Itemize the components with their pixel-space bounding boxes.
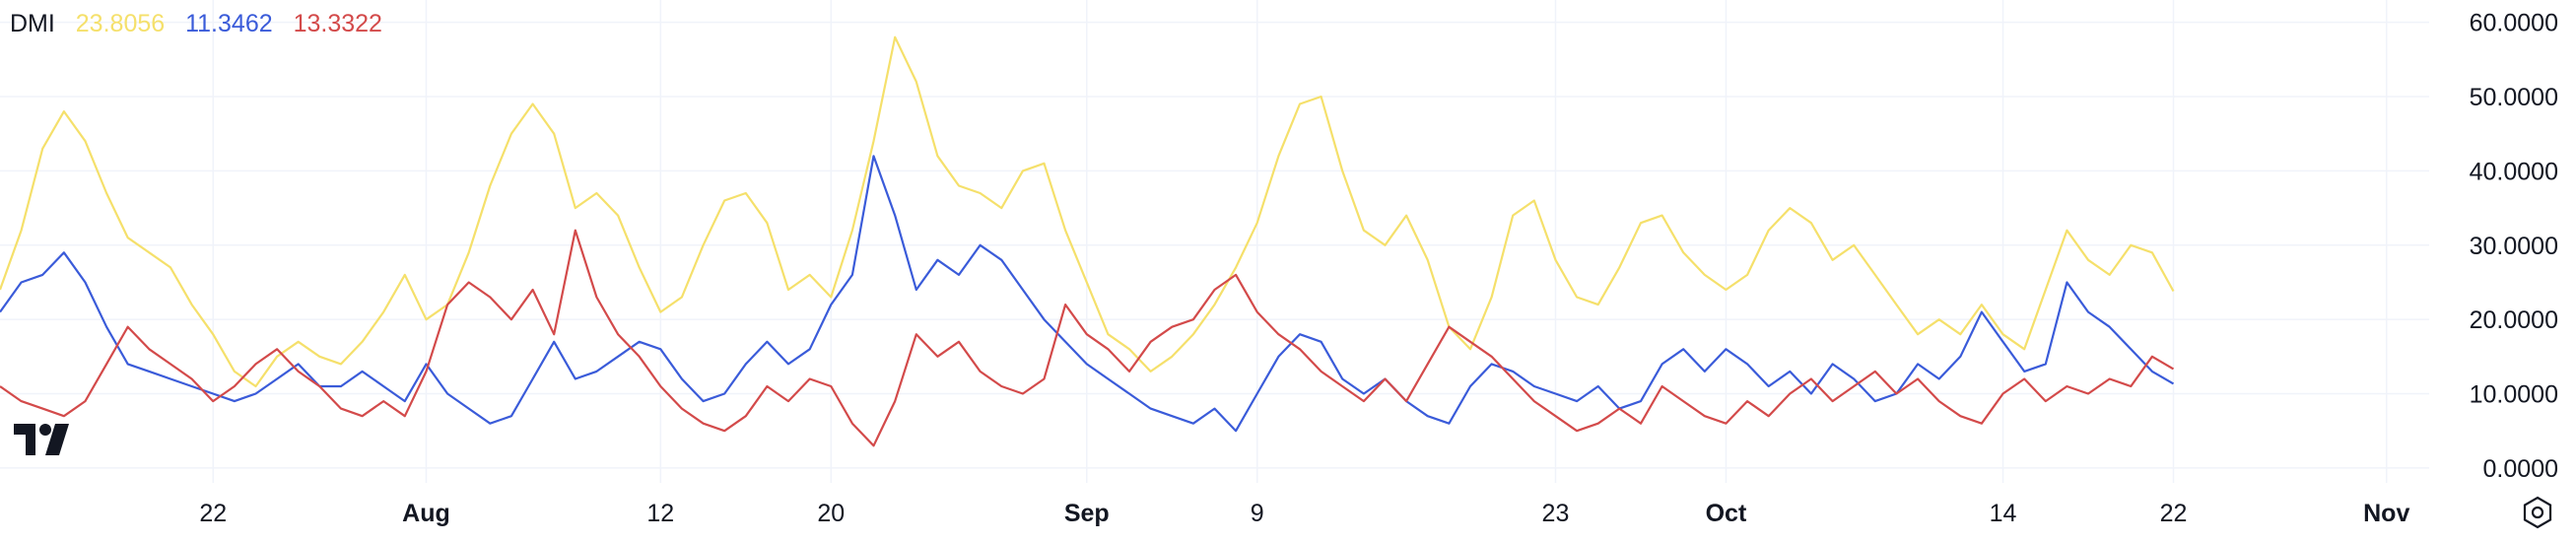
x-tick-label: Sep [1064, 500, 1110, 527]
series-line-0 [0, 35, 2175, 388]
legend-value-blue: 11.3462 [185, 10, 273, 37]
x-tick-label: 22 [199, 500, 227, 527]
tradingview-logo-icon [14, 424, 69, 455]
series-line-2 [0, 229, 2175, 447]
y-tick-label: 60.0000 [2470, 10, 2558, 37]
tradingview-logo[interactable] [14, 424, 77, 462]
x-tick-label: Oct [1706, 500, 1747, 527]
y-tick-label: 0.0000 [2483, 455, 2558, 483]
series-line-1 [0, 155, 2175, 433]
x-tick-label: 9 [1251, 500, 1264, 527]
y-tick-label: 40.0000 [2470, 158, 2558, 185]
x-tick-label: 23 [1542, 500, 1570, 527]
x-tick-label: Nov [2363, 500, 2409, 527]
gear-icon [2523, 496, 2552, 529]
x-tick-label: 22 [2160, 500, 2188, 527]
y-tick-label: 20.0000 [2470, 306, 2558, 334]
y-tick-label: 50.0000 [2470, 84, 2558, 111]
y-tick-label: 10.0000 [2470, 381, 2558, 409]
legend-value-yellow: 23.8056 [75, 10, 166, 37]
x-tick-label: 12 [646, 500, 674, 527]
legend-value-red: 13.3322 [293, 10, 382, 37]
x-tick-label: 14 [1990, 500, 2017, 527]
settings-button[interactable] [2521, 496, 2554, 534]
legend-title: DMI [10, 10, 55, 37]
x-tick-label: Aug [402, 500, 450, 527]
y-tick-label: 30.0000 [2470, 233, 2558, 260]
legend: DMI 23.8056 11.3462 13.3322 [10, 10, 396, 38]
x-tick-label: 20 [817, 500, 845, 527]
